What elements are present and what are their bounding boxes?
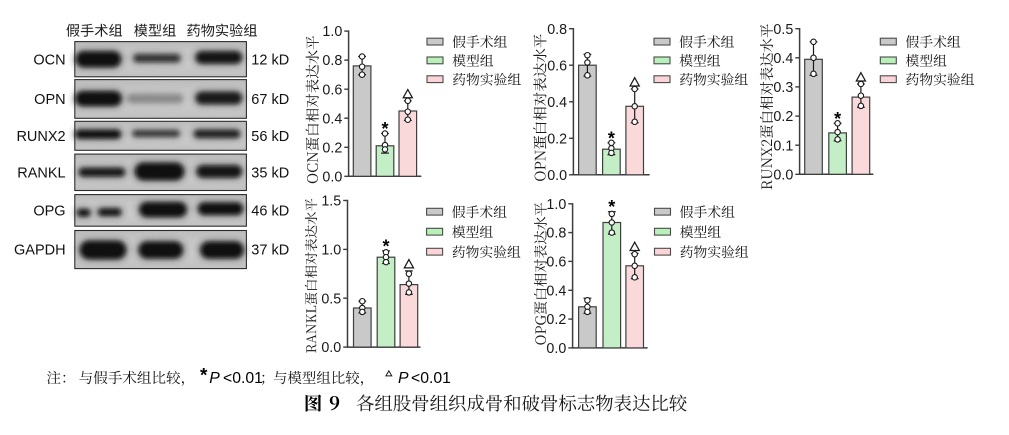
svg-text:12 kD: 12 kD xyxy=(251,52,289,68)
svg-text:35 kD: 35 kD xyxy=(251,166,289,182)
svg-text:0.6: 0.6 xyxy=(546,255,566,271)
svg-text:0.8: 0.8 xyxy=(547,22,567,38)
svg-text:0.5: 0.5 xyxy=(321,291,341,307)
svg-text:0.2: 0.2 xyxy=(773,109,793,125)
svg-text:1.0: 1.0 xyxy=(546,197,566,213)
svg-text:0.8: 0.8 xyxy=(546,226,566,242)
svg-text:1.5: 1.5 xyxy=(321,194,341,210)
svg-text:GAPDH: GAPDH xyxy=(14,243,66,259)
svg-text:1.0: 1.0 xyxy=(321,243,341,259)
svg-text:0.0: 0.0 xyxy=(547,168,567,184)
svg-text:<0.01: <0.01 xyxy=(223,370,263,387)
svg-text:0.2: 0.2 xyxy=(547,131,567,147)
svg-text:0.8: 0.8 xyxy=(322,53,342,69)
svg-text:67 kD: 67 kD xyxy=(251,92,289,108)
svg-text:*: * xyxy=(381,119,388,139)
svg-text:0.5: 0.5 xyxy=(773,22,793,38)
svg-text:OPN: OPN xyxy=(34,92,65,108)
svg-text:56 kD: 56 kD xyxy=(251,129,289,145)
svg-text:RANKL: RANKL xyxy=(17,166,65,182)
svg-text:0.4: 0.4 xyxy=(322,111,342,127)
svg-text:*: * xyxy=(608,197,615,217)
svg-text:0.4: 0.4 xyxy=(547,95,567,111)
svg-text:<0.01: <0.01 xyxy=(411,370,451,387)
svg-text:OPG: OPG xyxy=(33,204,65,220)
svg-text:0.4: 0.4 xyxy=(546,283,566,299)
svg-text:*: * xyxy=(200,366,208,387)
svg-text:0.2: 0.2 xyxy=(322,140,342,156)
svg-text:0.2: 0.2 xyxy=(546,312,566,328)
svg-text:0.0: 0.0 xyxy=(322,169,342,185)
svg-text:P: P xyxy=(398,370,409,387)
svg-text:P: P xyxy=(209,370,220,387)
svg-text:0.4: 0.4 xyxy=(773,51,793,67)
svg-text:0.6: 0.6 xyxy=(547,58,567,74)
svg-text:0.3: 0.3 xyxy=(773,80,793,96)
svg-text:37 kD: 37 kD xyxy=(251,243,289,259)
svg-text:0.6: 0.6 xyxy=(322,82,342,98)
svg-text:0.1: 0.1 xyxy=(773,138,793,154)
svg-text:OCN: OCN xyxy=(33,52,65,68)
svg-text:*: * xyxy=(608,128,615,148)
svg-text:0.0: 0.0 xyxy=(773,167,793,183)
svg-text:*: * xyxy=(382,236,389,256)
svg-text:46 kD: 46 kD xyxy=(251,204,289,220)
svg-text:0.0: 0.0 xyxy=(321,340,341,356)
svg-text:*: * xyxy=(834,109,841,129)
svg-text:RUNX2: RUNX2 xyxy=(16,129,65,145)
svg-text:1.0: 1.0 xyxy=(322,24,342,40)
svg-text:0.0: 0.0 xyxy=(546,341,566,357)
